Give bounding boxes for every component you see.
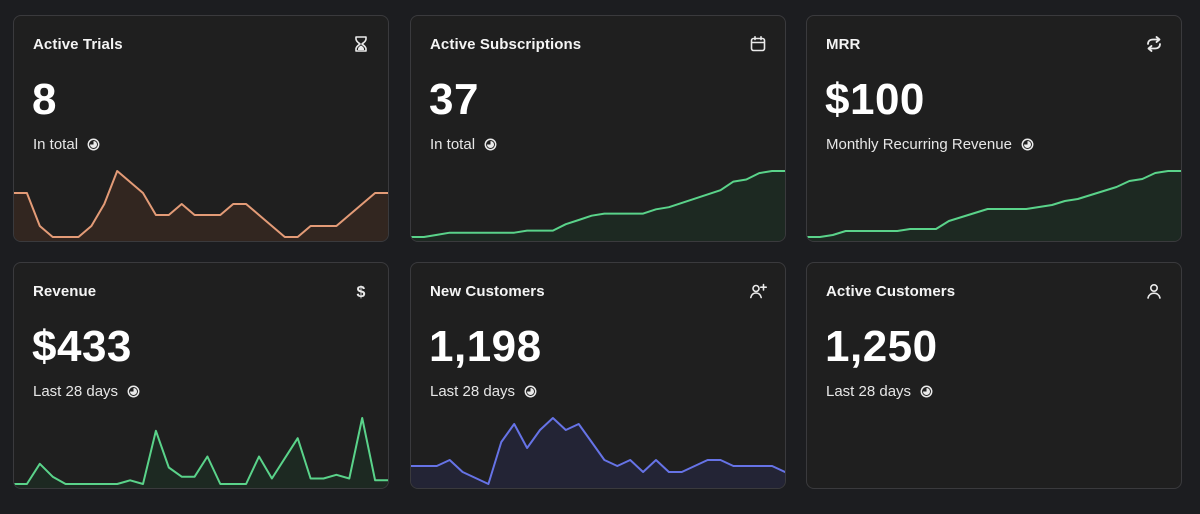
subtitle-text: Last 28 days (430, 383, 516, 400)
dollar-icon: $ (357, 284, 366, 300)
user-icon (1147, 283, 1161, 299)
sparkline (411, 170, 785, 241)
metric-subtitle: Last 28 days (826, 383, 933, 400)
sparkline-line (14, 417, 388, 485)
pie-info-icon[interactable] (484, 138, 497, 151)
metric-value: 8 (32, 75, 57, 124)
sparkline (14, 170, 388, 241)
sparkline (807, 170, 1181, 241)
sparkline-line (411, 417, 785, 485)
sparkline-area (411, 171, 785, 241)
sparkline-line (14, 170, 388, 238)
user-plus-icon (750, 283, 767, 299)
refresh-icon (1147, 36, 1161, 52)
card-title: Active Customers (826, 283, 956, 300)
metric-subtitle: In total (33, 136, 100, 153)
card-new-customers[interactable]: New Customers 1,198 Last 28 days (410, 262, 786, 489)
metric-value: 1,198 (429, 322, 542, 371)
card-title: New Customers (430, 283, 545, 300)
metric-subtitle: In total (430, 136, 497, 153)
card-title: Active Subscriptions (430, 36, 582, 53)
hourglass-icon (355, 36, 367, 52)
card-title: Revenue (33, 283, 97, 300)
sparkline-line (411, 170, 785, 238)
metric-value: 1,250 (825, 322, 938, 371)
card-active-trials[interactable]: Active Trials 8 In total (13, 15, 389, 242)
pie-info-icon[interactable] (127, 385, 140, 398)
subtitle-text: In total (430, 136, 476, 153)
metric-value: $433 (32, 322, 132, 371)
subtitle-text: In total (33, 136, 79, 153)
metric-value: $100 (825, 75, 925, 124)
subtitle-text: Last 28 days (826, 383, 912, 400)
card-active-customers[interactable]: Active Customers 1,250 Last 28 days (806, 262, 1182, 489)
pie-info-icon[interactable] (920, 385, 933, 398)
sparkline-area (14, 171, 388, 241)
card-active-subscriptions[interactable]: Active Subscriptions 37 In total (410, 15, 786, 242)
metric-subtitle: Last 28 days (430, 383, 537, 400)
metric-subtitle: Monthly Recurring Revenue (826, 136, 1034, 153)
calendar-icon (750, 35, 766, 52)
metric-value: 37 (429, 75, 479, 124)
subtitle-text: Monthly Recurring Revenue (826, 136, 1012, 153)
pie-info-icon[interactable] (87, 138, 100, 151)
sparkline-area (807, 171, 1181, 241)
sparkline-line (807, 170, 1181, 238)
sparkline-area (411, 418, 785, 488)
subtitle-text: Last 28 days (33, 383, 119, 400)
sparkline (14, 417, 388, 488)
pie-info-icon[interactable] (524, 385, 537, 398)
card-revenue[interactable]: Revenue $ $433 Last 28 days (13, 262, 389, 489)
sparkline (411, 417, 785, 488)
card-title: MRR (826, 36, 861, 53)
pie-info-icon[interactable] (1021, 138, 1034, 151)
card-title: Active Trials (33, 36, 123, 53)
svg-text:$: $ (357, 284, 366, 300)
metric-subtitle: Last 28 days (33, 383, 140, 400)
card-mrr[interactable]: MRR $100 Monthly Recurring Revenue (806, 15, 1182, 242)
sparkline-area (14, 418, 388, 488)
